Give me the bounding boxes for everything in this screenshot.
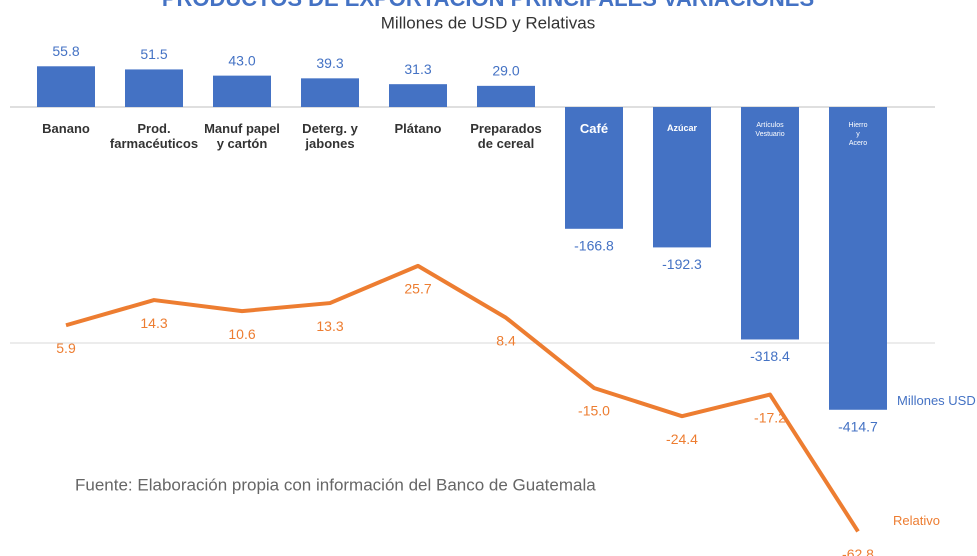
bar [301, 78, 359, 108]
category-label: Artículos Vestuario [755, 122, 785, 139]
line-value-label: 10.6 [228, 326, 255, 342]
bar [565, 107, 623, 229]
bar-value-label: 31.3 [404, 61, 431, 77]
category-label: Hierro y Acero [848, 122, 868, 148]
bar [829, 107, 887, 410]
chart-title: PRODUCTOS DE EXPORTACIÓN PRINCIPALES VAR… [162, 0, 814, 11]
bar [477, 85, 535, 108]
bar-value-label: -318.4 [750, 348, 790, 364]
line-value-label: 25.7 [404, 281, 431, 297]
category-label: Banano [42, 121, 90, 137]
category-label: Plátano [394, 121, 442, 137]
bar-value-label: -414.7 [838, 418, 878, 434]
bar [653, 107, 711, 248]
category-label: Café [579, 121, 609, 137]
series-label: Relativo [893, 513, 940, 528]
bar [125, 69, 183, 108]
line-value-label: 14.3 [140, 315, 167, 331]
line-value-label: -15.0 [578, 403, 610, 419]
line-value-label: 5.9 [56, 340, 76, 356]
bar-value-label: 29.0 [492, 63, 519, 79]
bar-value-label: 43.0 [228, 52, 255, 68]
bar [213, 75, 271, 108]
category-label: Preparados de cereal [470, 121, 542, 152]
bar [741, 107, 799, 340]
line-value-label: 8.4 [496, 332, 516, 348]
line-value-label: 13.3 [316, 318, 343, 334]
bar-value-label: -192.3 [662, 256, 702, 272]
line [65, 263, 860, 533]
bar-value-label: 39.3 [316, 55, 343, 71]
line-value-label: -17.2 [754, 409, 786, 425]
line-value-label: -62.8 [842, 546, 874, 556]
bar [37, 66, 95, 108]
chart-subtitle: Millones de USD y Relativas [381, 13, 595, 32]
series-label: Millones USD [897, 393, 976, 408]
bar [389, 84, 447, 108]
bar-value-label: -166.8 [574, 237, 614, 253]
category-label: Manuf papel y cartón [204, 121, 280, 152]
line-value-label: -24.4 [666, 431, 698, 447]
bar-value-label: 55.8 [52, 43, 79, 59]
category-label: Prod. farmacéuticos [109, 121, 199, 152]
category-label: Deterg. y jabones [302, 121, 358, 152]
category-label: Azúcar [666, 123, 698, 134]
bar-value-label: 51.5 [140, 46, 167, 62]
source-note: Fuente: Elaboración propia con informaci… [75, 475, 596, 494]
